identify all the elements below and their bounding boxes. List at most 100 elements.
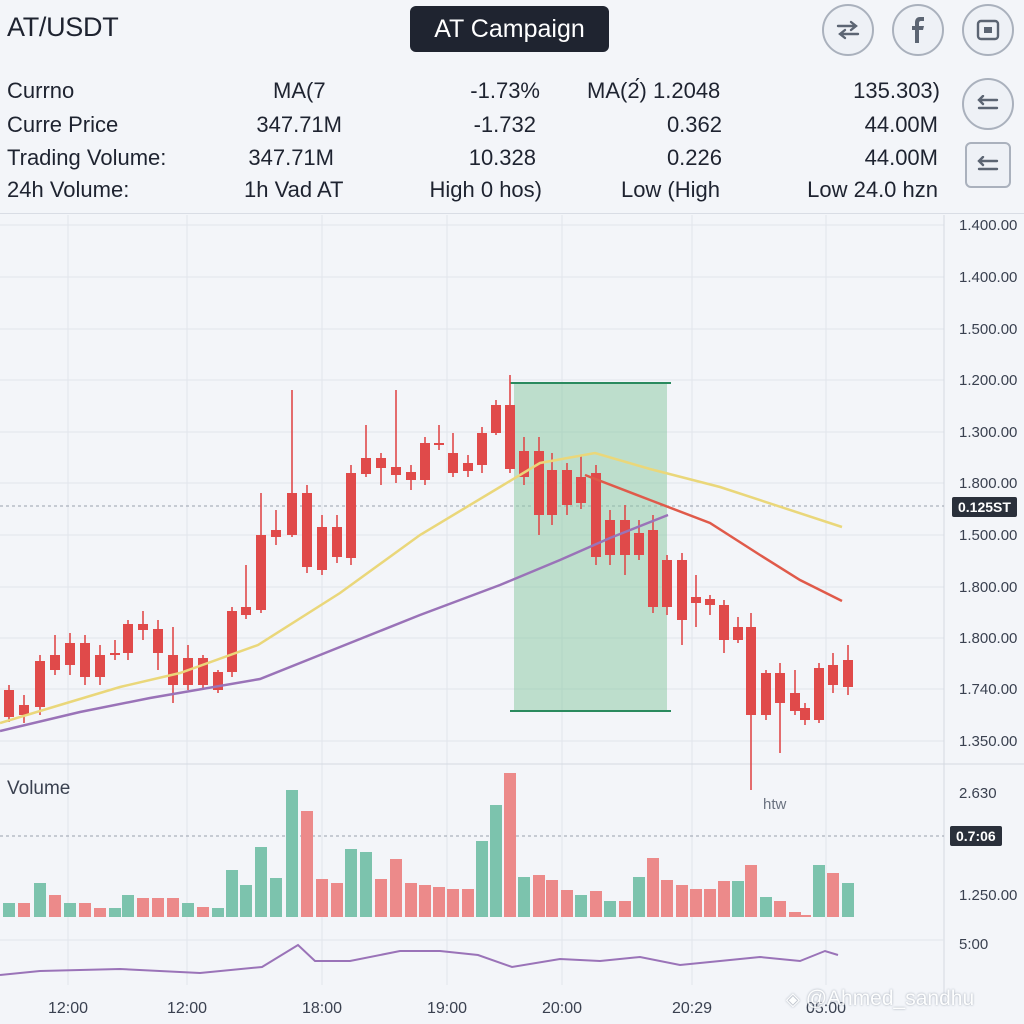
campaign-button[interactable]: AT Campaign <box>410 6 609 52</box>
price-tick-label: 1.800.00 <box>959 475 1017 492</box>
candle-body <box>491 405 501 433</box>
indicator-line <box>0 943 839 976</box>
volume-bar <box>504 773 516 917</box>
volume-bar <box>774 901 786 917</box>
volume-bar <box>360 852 372 917</box>
stat-label: Currno <box>7 78 75 103</box>
volume-bar <box>405 883 417 917</box>
volume-bar <box>690 889 702 917</box>
square-frame-icon[interactable] <box>962 4 1014 56</box>
candle-body <box>302 493 312 567</box>
volume-bar <box>49 895 61 917</box>
candle-body <box>19 705 29 715</box>
stat-label: 24h Volume: <box>7 177 130 202</box>
stat-value: Low 24.0 hzn <box>807 177 938 202</box>
volume-bar <box>109 908 121 917</box>
volume-bar <box>331 883 343 917</box>
candle-body <box>287 493 297 535</box>
price-tick-label: 1.350.00 <box>959 733 1017 750</box>
price-tick-label: 1.500.00 <box>959 321 1017 338</box>
volume-bar <box>518 877 530 917</box>
watermark: ◈ @Ahmed_sandhu <box>786 987 974 1011</box>
candle-body <box>317 527 327 570</box>
volume-bar <box>301 811 313 917</box>
candle-body <box>376 458 386 468</box>
stat-value: MA(2́) 1.2048 <box>587 78 721 103</box>
candle-body <box>519 451 529 477</box>
current-price-tag: 0.125ST <box>952 497 1017 517</box>
price-tick-label: 1.200.00 <box>959 372 1017 389</box>
volume-bar <box>94 908 106 917</box>
stat-value: 135.303) <box>853 78 940 103</box>
stat-value: 10.328 <box>468 145 536 170</box>
volume-bar <box>676 885 688 917</box>
facebook-icon[interactable] <box>892 4 944 56</box>
time-tick-label: 20:29 <box>672 1000 712 1017</box>
volume-bar <box>462 889 474 917</box>
watermark-text: @Ahmed_sandhu <box>805 987 975 1010</box>
time-tick-label: 12:00 <box>167 1000 207 1017</box>
arrow-left-right-icon[interactable] <box>965 142 1011 188</box>
stat-value: -1.73% <box>470 78 540 103</box>
stat-value: MA(7 <box>273 78 326 103</box>
volume-bar <box>619 901 631 917</box>
diamond-icon: ◈ <box>786 989 800 1009</box>
volume-bar <box>286 790 298 917</box>
candle-body <box>65 643 75 665</box>
volume-bar <box>255 847 267 917</box>
candle-body <box>814 668 824 720</box>
chart-area[interactable]: 1.400.00 1.400.00 1.500.00 1.200.00 1.300.00… <box>0 215 1024 1024</box>
htw-label: htw <box>763 796 787 813</box>
candle-body <box>547 470 557 515</box>
candle-body <box>50 655 60 670</box>
volume-bar <box>704 889 716 917</box>
price-tick-label: 1.500.00 <box>959 527 1017 544</box>
volume-bar <box>590 891 602 917</box>
volume-bar <box>345 849 357 917</box>
price-tick-label: 1.740.00 <box>959 681 1017 698</box>
volume-bar <box>64 903 76 917</box>
ma-line-red <box>584 473 843 603</box>
candle-body <box>790 693 800 711</box>
candle-body <box>256 535 266 610</box>
volume-bar <box>533 875 545 917</box>
candle-body <box>406 472 416 480</box>
candle-body <box>346 473 356 558</box>
candle-body <box>843 660 853 687</box>
volume-bar <box>447 889 459 917</box>
swap-arrows-icon[interactable] <box>822 4 874 56</box>
volume-bar <box>718 881 730 917</box>
candle-body <box>620 520 630 555</box>
volume-bar <box>122 895 134 917</box>
arrow-left-right-icon[interactable] <box>962 78 1014 130</box>
volume-bar <box>79 903 91 917</box>
stat-label: Trading Volume: <box>7 145 167 170</box>
volume-bar <box>375 879 387 917</box>
stat-value: -1.732 <box>473 112 536 137</box>
candle-body <box>4 690 14 717</box>
candle-body <box>505 405 515 469</box>
stat-value: 347.71M <box>248 145 334 170</box>
candle-body <box>183 658 193 685</box>
price-tick-label: 1.800.00 <box>959 579 1017 596</box>
time-tick-label: 18:00 <box>302 1000 342 1017</box>
candle-body <box>800 708 810 720</box>
candle-body <box>746 627 756 715</box>
candle-body <box>828 665 838 685</box>
price-tick-label: 1.400.00 <box>959 217 1017 234</box>
stat-value: Low (High <box>620 177 720 202</box>
price-chart[interactable]: 1.400.00 1.400.00 1.500.00 1.200.00 1.300.00… <box>0 215 1024 1024</box>
volume-bar <box>813 865 825 917</box>
candle-body <box>576 477 586 503</box>
volume-bar <box>661 880 673 917</box>
candle-body <box>420 443 430 480</box>
candle-body <box>691 597 701 603</box>
stat-value: 1h Vad AT <box>244 177 344 202</box>
pair-title: AT/USDT <box>7 12 119 42</box>
candle-body <box>332 527 342 557</box>
volume-bar <box>561 890 573 917</box>
volume-bar <box>745 865 757 917</box>
volume-bar <box>732 881 744 917</box>
volume-bar <box>433 887 445 917</box>
volume-bar <box>197 907 209 917</box>
